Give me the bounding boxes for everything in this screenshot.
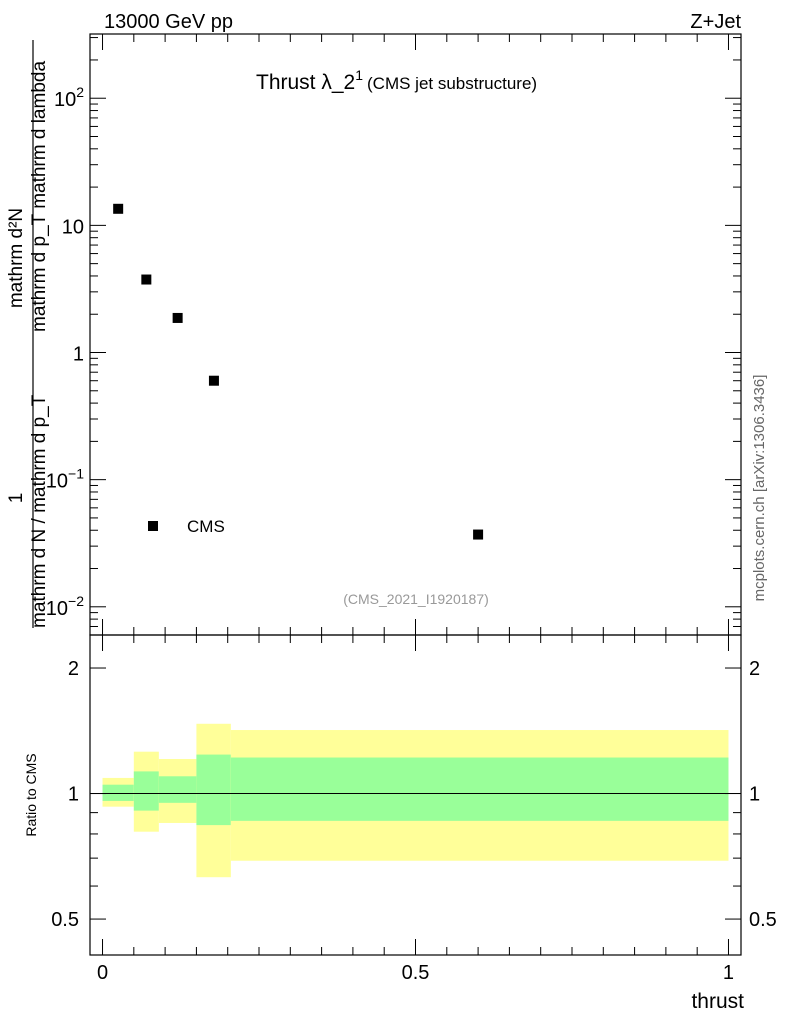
ylabel-top-numerator: mathrm d²N [6,208,27,308]
data-point-0 [113,203,124,214]
ratio-band-inner-0 [102,784,134,801]
main-y-axis-label: mathrm d p_T mathrm d lambda mathrm d²N … [6,40,50,628]
ylabel-bottom-denominator: mathrm d N / mathrm d p_T [29,394,50,628]
main-frame [89,33,742,636]
ratio-ytick-label-left-0: 0.5 [51,909,79,931]
data-point-3 [208,375,219,386]
xtick-label-0: 0 [97,962,108,984]
energy-label: 13000 GeV pp [104,11,233,33]
legend-label-cms: CMS [187,517,225,536]
ratio-band-inner-4 [230,757,729,821]
ratio-y-axis-label: Ratio to CMS [23,753,39,836]
main-ytick-label-0: 10−2 [46,593,84,620]
ratio-band-inner-2 [158,776,197,803]
ratio-ytick-label-right-1: 1 [749,784,760,806]
process-label: Z+Jet [690,11,741,33]
legend-marker-cms [148,521,158,531]
data-point-2 [172,312,183,323]
ratio-ytick-label-left-1: 1 [68,784,79,806]
data-point-4 [473,529,484,540]
legend: CMS [148,517,225,536]
ylabel-top-denominator: mathrm d p_T mathrm d lambda [29,61,50,332]
ratio-band-inner-3 [196,754,231,826]
xtick-label-1: 0.5 [402,962,430,984]
main-ytick-label-2: 1 [73,344,84,366]
tick-labels: 10−2 10−1 1 10 102 0.5 0.5 1 1 2 2 0 0.5 1 [46,84,777,984]
data-point-1 [141,274,152,285]
axis-ticks [90,34,741,955]
main-ytick-label-4: 102 [54,84,84,111]
ratio-bands [102,723,729,878]
main-ytick-label-1: 10−1 [46,466,84,493]
side-credit: mcplots.cern.ch [arXiv:1306.3436] [751,375,768,602]
ratio-ytick-label-left-2: 2 [68,658,79,680]
main-ytick-label-3: 10 [62,216,84,238]
ratio-ytick-label-right-0: 0.5 [749,909,777,931]
ratio-ytick-label-right-2: 2 [749,658,760,680]
ratio-band-inner-1 [133,771,159,811]
data-markers [113,203,484,540]
x-axis-label: thrust [691,990,744,1013]
analysis-id: (CMS_2021_I1920187) [343,591,489,607]
title-subtitle: (CMS jet substructure) [367,74,537,93]
ylabel-bottom-numerator: 1 [6,493,27,504]
title-superscript: 1 [355,67,363,83]
title-main: Thrust λ_2 [256,71,355,94]
xtick-label-2: 1 [723,962,734,984]
chart-title: Thrust λ_21 (CMS jet substructure) [256,67,537,94]
